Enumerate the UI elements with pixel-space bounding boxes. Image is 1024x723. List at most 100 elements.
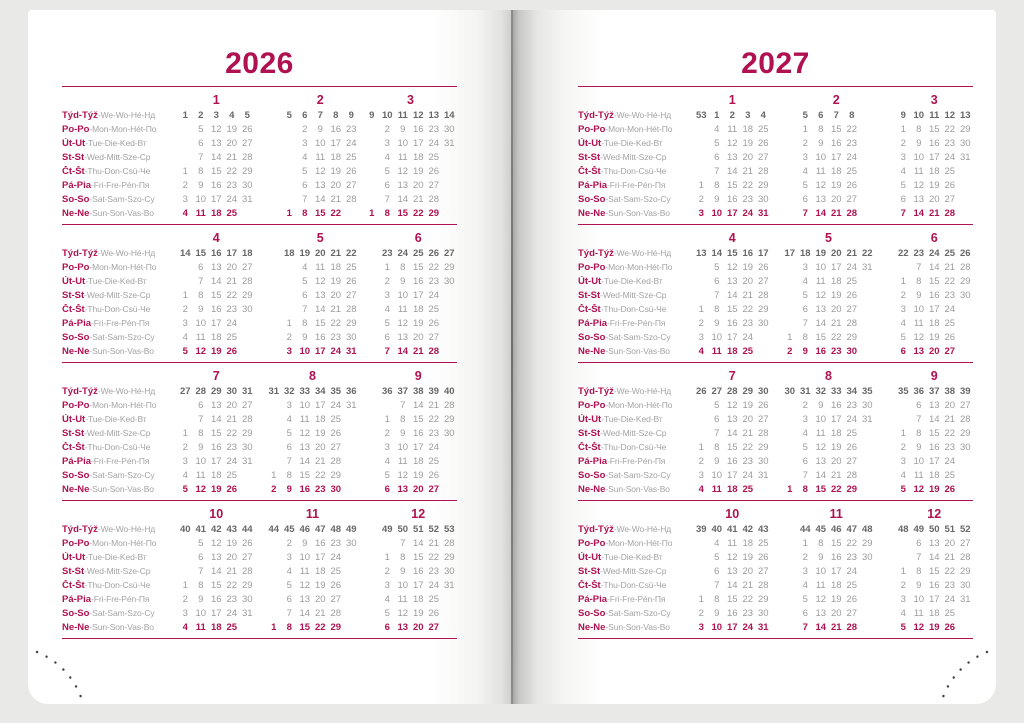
week-number-cell: 9 (900, 109, 906, 121)
date-cell: 10 (195, 193, 207, 205)
month-slot: 10 (686, 507, 771, 521)
date-cell: 27 (944, 193, 956, 205)
sunday-date-cell (756, 484, 772, 495)
day-row-label-local: Po-Po (62, 399, 90, 411)
date-cell: 26 (944, 179, 956, 191)
date-cell: 13 (210, 551, 222, 563)
day-row-label-local: Út-Ut (578, 275, 602, 287)
date-cell: 6 (286, 441, 292, 453)
sunday-date-cell: 27 (944, 345, 956, 357)
date-cell (282, 262, 298, 273)
date-cell: 23 (846, 137, 858, 149)
sunday-date-cell: 22 (830, 483, 842, 495)
date-cell: 27 (846, 455, 858, 467)
month-slot: 2 9 16 23 30 (170, 180, 255, 191)
date-cell: 22 (830, 331, 842, 343)
date-cell: 17 (210, 607, 222, 619)
month-slot: 4 11 18 25 (255, 566, 359, 577)
date-cell: 12 (210, 537, 222, 549)
date-cell: 11 (195, 331, 206, 343)
sunday-date-cell (442, 484, 458, 495)
date-cell: 18 (928, 469, 940, 481)
date-cell (442, 304, 458, 315)
sunday-date-cell: 6 (384, 483, 390, 495)
date-cell: 22 (428, 413, 440, 425)
month-slot: 7 14 21 28 (771, 208, 875, 219)
date-cell (380, 400, 396, 411)
quarter-block: 10 11 12 Týd-Týž-We-Wo-Hé-Нд 40 41 42 43 44 44 45 4… (62, 506, 457, 639)
date-cell: 19 (830, 441, 842, 453)
date-cell: 1 (182, 165, 188, 177)
date-cell: 2 (698, 193, 704, 205)
date-cell: 6 (302, 289, 308, 301)
date-cell: 23 (944, 289, 956, 301)
date-cell (860, 304, 876, 315)
date-cell: 16 (928, 137, 940, 149)
date-cell: 8 (198, 427, 204, 439)
date-cell (782, 262, 798, 273)
quarter-block: 7 8 9 Týd-Týž-We-Wo-Hé-Нд 27 28 29 30 31 31 32 33 34… (62, 368, 457, 501)
sunday-date-cell: 8 (302, 207, 308, 219)
date-cell: 20 (412, 331, 424, 343)
date-cell: 2 (802, 551, 808, 563)
date-cell: 15 (210, 427, 222, 439)
sunday-date-cell: 28 (944, 207, 956, 219)
day-row-label: Ne-Ne-Sun-Son-Vas-Во (62, 484, 170, 495)
month-slot: 1 8 15 22 29 (359, 208, 457, 219)
day-row-label-local: Pá-Pia (578, 593, 608, 605)
date-cell (756, 332, 772, 343)
day-row-label-other: -Fri-Fre-Pén-Пя (91, 179, 150, 190)
month-number: 7 (212, 369, 220, 383)
month-slot: 4 11 18 25 (170, 208, 255, 219)
week-number-cell: 36 (381, 385, 393, 397)
day-row-label: So-So-Sat-Sam-Szo-Су (578, 608, 686, 619)
month-slot: 6 13 20 27 (771, 194, 875, 205)
date-cell: 11 (397, 593, 408, 605)
month-slot: 6 (875, 231, 973, 245)
week-number-cell: 3 (745, 109, 751, 121)
date-cell: 23 (330, 537, 342, 549)
date-cell: 13 (299, 593, 311, 605)
date-cell: 14 (210, 151, 222, 163)
date-cell: 29 (861, 537, 873, 549)
date-cell: 1 (384, 261, 390, 273)
week-number-cell: 34 (846, 385, 858, 397)
date-cell: 8 (286, 469, 292, 481)
date-cell: 3 (802, 565, 808, 577)
day-row-label: So-So-Sat-Sam-Szo-Су (62, 194, 170, 205)
date-cell (860, 470, 876, 481)
date-cell: 29 (443, 413, 455, 425)
date-cell: 10 (913, 455, 925, 467)
date-cell: 3 (302, 137, 308, 149)
month-slot: 4 11 18 25 (359, 594, 457, 605)
month-slot: 11 (255, 507, 359, 521)
month-slot: 6 13 20 27 (771, 608, 875, 619)
date-cell: 18 (412, 455, 424, 467)
date-cell: 29 (241, 427, 253, 439)
date-cell: 31 (959, 593, 971, 605)
month-header-row: 10 11 12 (62, 506, 457, 522)
month-slot: 1 8 15 22 29 (771, 484, 875, 495)
date-cell: 24 (944, 455, 956, 467)
month-slot: 3 10 17 24 (255, 138, 359, 149)
date-cell: 24 (428, 441, 440, 453)
date-cell (364, 124, 380, 135)
day-row-label-local: So-So (578, 193, 606, 205)
week-number-cell: 9 (369, 109, 375, 121)
date-cell (442, 318, 458, 329)
date-cell: 26 (846, 441, 858, 453)
date-cell: 18 (210, 331, 222, 343)
date-cell: 22 (742, 179, 754, 191)
date-cell: 7 (286, 455, 292, 467)
month-slot: 1 8 15 22 29 (359, 414, 457, 425)
week-number-cell: 46 (299, 523, 311, 535)
day-row-label: Čt-Št-Thu-Don-Csü-Че (578, 166, 686, 177)
month-slot: 3 10 17 24 (359, 442, 457, 453)
date-cell: 18 (330, 151, 342, 163)
date-cell: 13 (397, 331, 409, 343)
calendar-row: Po-Po-Mon-Mon-Hét-По 5 12 19 26 3 10 17 24 31 7 14 2… (578, 260, 973, 274)
sunday-date-cell: 20 (412, 483, 424, 495)
date-cell: 19 (928, 179, 940, 191)
calendar-row: St-St-Wed-Mitt-Sze-Ср 1 8 15 22 29 6 13 20 27 3 10 1… (62, 288, 457, 302)
date-cell: 31 (443, 579, 455, 591)
